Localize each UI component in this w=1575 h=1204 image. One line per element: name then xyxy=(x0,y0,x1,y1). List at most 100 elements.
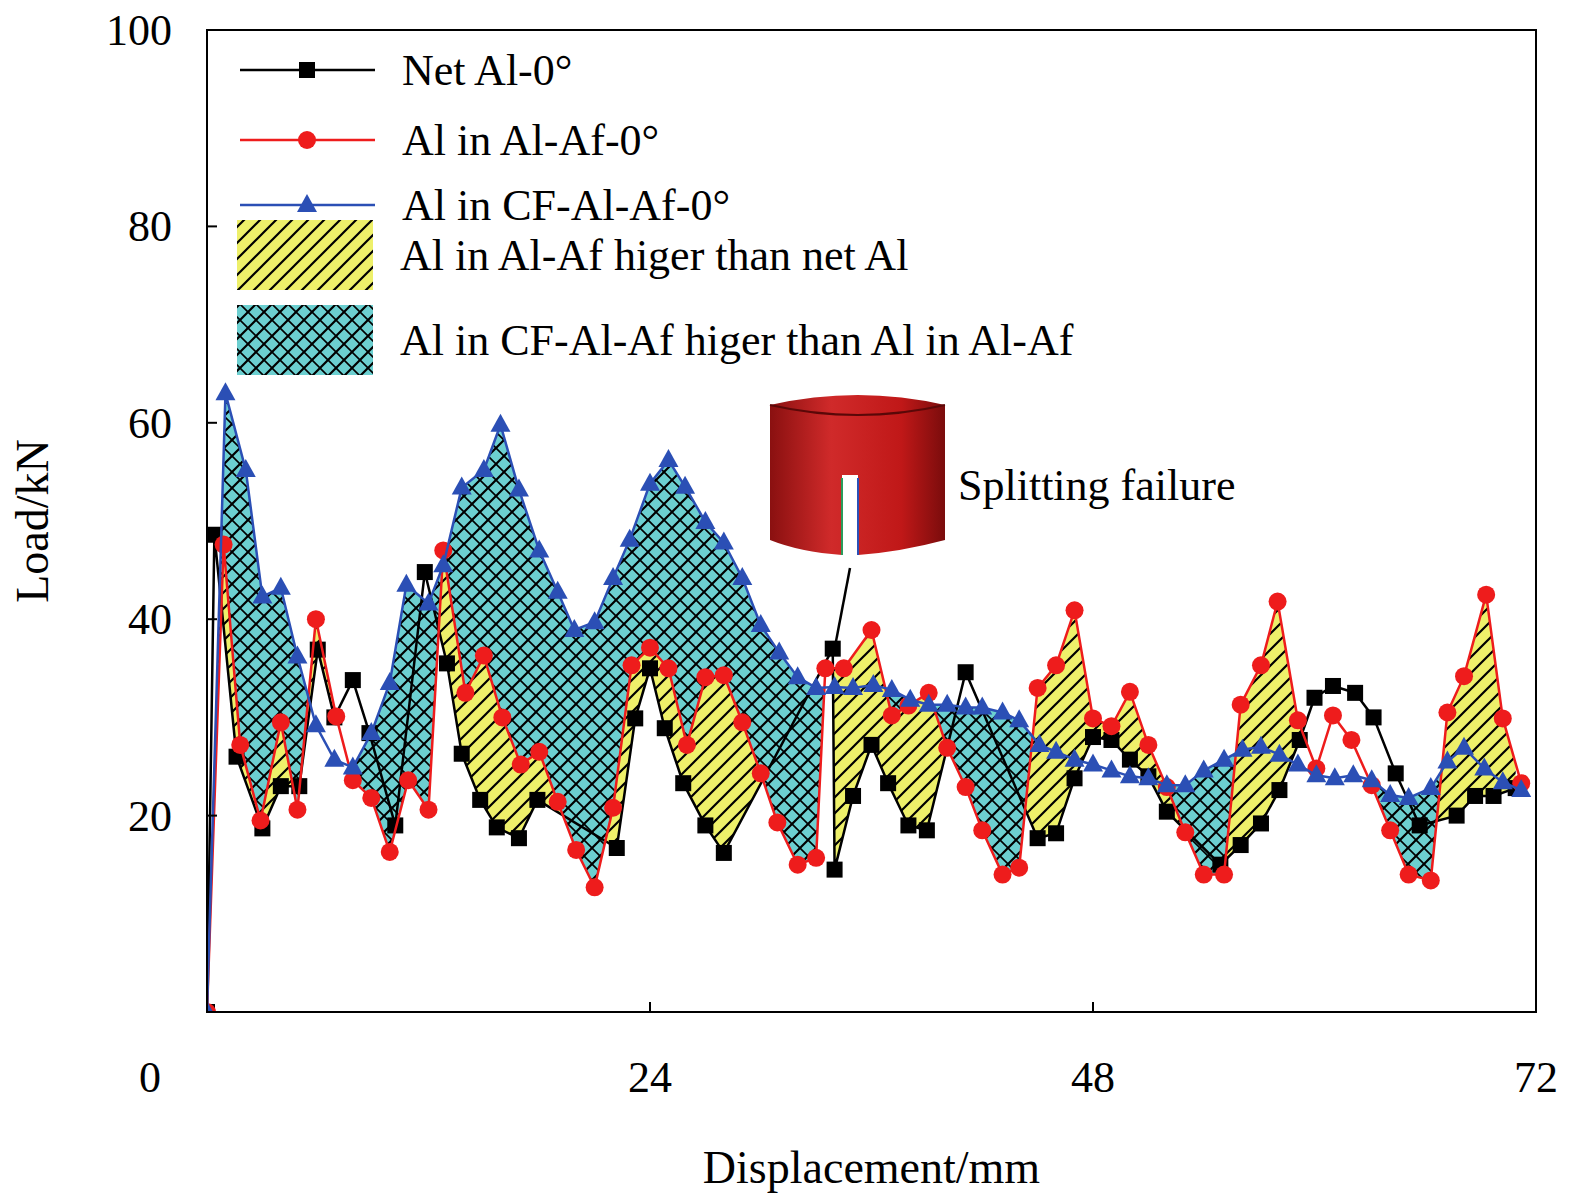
legend-label: Al in CF-Al-Af higer than Al in Al-Af xyxy=(400,316,1074,365)
legend-swatch xyxy=(237,220,373,290)
marker xyxy=(675,775,691,791)
marker xyxy=(1362,769,1382,787)
marker xyxy=(768,813,786,831)
x-tick-label: 0 xyxy=(139,1053,161,1102)
legend-label: Al in CF-Al-Af-0° xyxy=(402,181,730,230)
marker xyxy=(493,708,511,726)
marker xyxy=(880,775,896,791)
marker xyxy=(549,793,567,811)
marker xyxy=(474,459,494,477)
fill-group xyxy=(207,30,1536,1012)
marker xyxy=(327,707,345,725)
marker xyxy=(215,382,235,400)
marker xyxy=(1084,709,1102,727)
marker xyxy=(697,817,713,833)
marker xyxy=(627,710,643,726)
marker xyxy=(807,849,825,867)
marker xyxy=(1214,749,1234,767)
marker xyxy=(769,642,789,660)
marker xyxy=(273,778,289,794)
x-tick xyxy=(1092,1002,1094,1012)
marker xyxy=(1342,731,1360,749)
annotation: Splitting failure xyxy=(770,395,1235,649)
marker xyxy=(1122,752,1138,768)
marker xyxy=(1102,717,1120,735)
marker xyxy=(454,746,470,762)
marker xyxy=(788,666,808,684)
marker xyxy=(361,722,381,740)
marker xyxy=(1232,696,1250,714)
marker xyxy=(207,1001,217,1012)
marker xyxy=(863,621,881,639)
marker xyxy=(658,449,678,467)
marker xyxy=(362,789,380,807)
y-tick-label: 100 xyxy=(106,6,172,55)
marker xyxy=(900,689,920,707)
x-tick xyxy=(649,1002,651,1012)
marker xyxy=(1493,771,1513,789)
marker xyxy=(1047,656,1065,674)
marker xyxy=(956,697,976,715)
marker xyxy=(252,812,270,830)
marker xyxy=(585,611,605,629)
fill-group xyxy=(207,30,1536,1012)
marker xyxy=(345,672,361,688)
marker xyxy=(696,668,714,686)
marker xyxy=(1380,784,1400,802)
marker xyxy=(806,677,826,695)
marker xyxy=(489,819,505,835)
marker xyxy=(475,647,493,665)
marker xyxy=(1366,709,1382,725)
marker xyxy=(380,672,400,690)
marker xyxy=(657,720,673,736)
marker xyxy=(1030,830,1046,846)
marker xyxy=(751,614,771,632)
marker xyxy=(509,479,529,497)
marker xyxy=(1065,749,1085,767)
marker xyxy=(1494,709,1512,727)
marker xyxy=(419,592,439,610)
marker xyxy=(825,641,841,657)
marker xyxy=(231,736,249,754)
marker xyxy=(1288,754,1308,772)
marker xyxy=(919,694,939,712)
series-line xyxy=(207,545,1521,1012)
marker xyxy=(883,706,901,724)
marker xyxy=(659,659,677,677)
marker xyxy=(1325,678,1341,694)
y-tick-label: 20 xyxy=(128,792,172,841)
marker xyxy=(236,459,256,477)
marker xyxy=(843,677,863,695)
marker xyxy=(1121,683,1139,701)
marker xyxy=(882,679,902,697)
marker xyxy=(1157,774,1177,792)
x-tick xyxy=(206,1002,208,1012)
marker xyxy=(272,713,290,731)
x-tick-label: 48 xyxy=(1071,1053,1115,1102)
marker xyxy=(1511,779,1531,797)
marker xyxy=(1252,656,1270,674)
marker xyxy=(1253,815,1269,831)
marker xyxy=(1306,764,1326,782)
marker xyxy=(835,659,853,677)
marker xyxy=(973,821,991,839)
marker xyxy=(1325,767,1345,785)
marker xyxy=(827,862,843,878)
marker xyxy=(1477,586,1495,604)
marker xyxy=(863,674,883,692)
annotation-pointer xyxy=(835,568,850,649)
marker xyxy=(433,554,453,572)
marker xyxy=(399,771,417,789)
marker xyxy=(1139,736,1157,754)
marker xyxy=(1046,741,1066,759)
y-tick xyxy=(207,618,217,620)
marker xyxy=(1083,754,1103,772)
marker xyxy=(675,476,695,494)
y-axis-label: Load/kN xyxy=(7,439,58,603)
marker xyxy=(324,749,344,767)
marker xyxy=(529,539,549,557)
x-axis-label: Displacement/mm xyxy=(703,1142,1040,1193)
marker xyxy=(343,756,363,774)
marker xyxy=(919,822,935,838)
marker xyxy=(732,567,752,585)
